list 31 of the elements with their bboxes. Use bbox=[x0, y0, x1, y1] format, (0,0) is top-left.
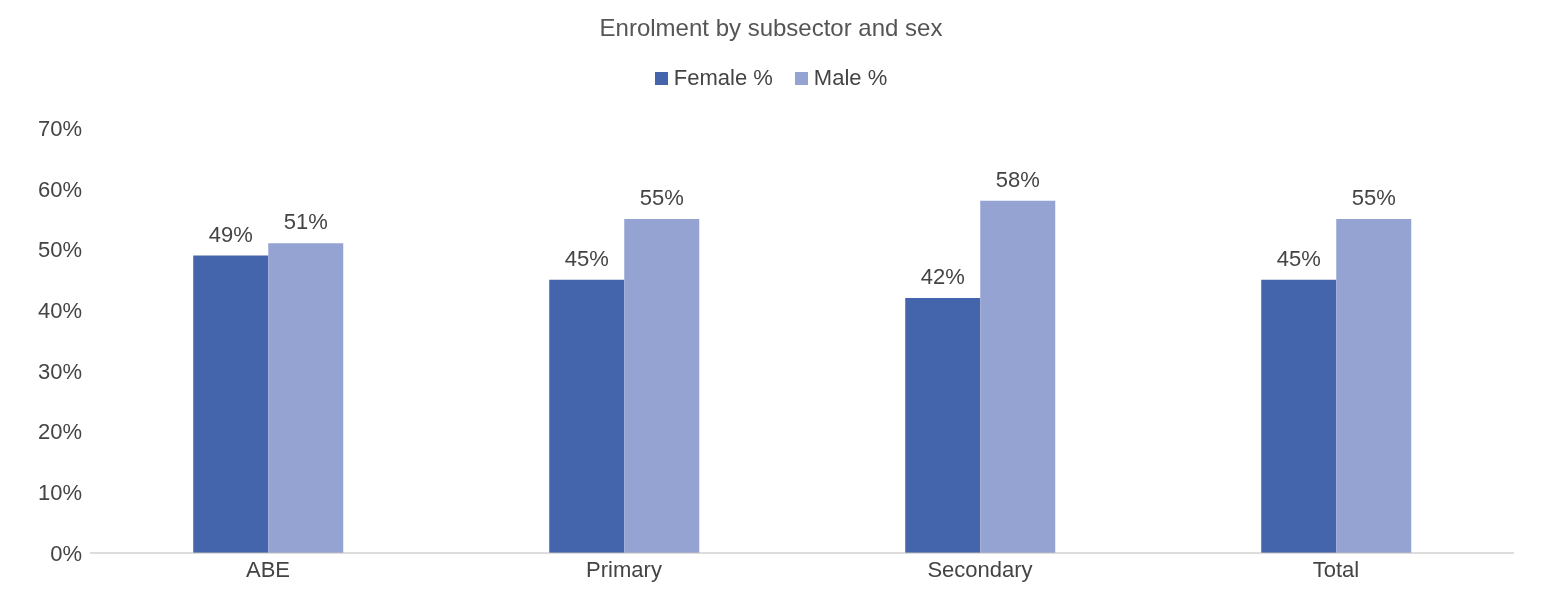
y-tick-label: 20% bbox=[37, 419, 82, 445]
data-label: 55% bbox=[639, 185, 684, 211]
bar bbox=[268, 243, 344, 553]
data-label: 55% bbox=[1351, 185, 1396, 211]
data-label: 45% bbox=[564, 245, 609, 271]
bar bbox=[980, 200, 1056, 553]
y-tick-label: 70% bbox=[37, 115, 82, 141]
y-tick-label: 0% bbox=[50, 540, 82, 566]
legend-label: Female % bbox=[673, 65, 773, 91]
bar bbox=[624, 219, 700, 553]
bar bbox=[1336, 219, 1412, 553]
data-label: 51% bbox=[283, 209, 328, 235]
data-label: 58% bbox=[995, 166, 1040, 192]
data-label: 42% bbox=[920, 264, 965, 289]
y-tick-label: 50% bbox=[37, 237, 82, 263]
chart-title: Enrolment by subsector and sex bbox=[598, 13, 944, 43]
x-tick-label: ABE bbox=[245, 556, 291, 582]
bar bbox=[193, 255, 269, 553]
data-label: 45% bbox=[1276, 245, 1321, 271]
y-tick-label: 40% bbox=[37, 297, 82, 323]
x-tick-label: Total bbox=[1312, 556, 1360, 582]
bar bbox=[905, 298, 981, 553]
x-tick-label: Primary bbox=[586, 556, 662, 582]
y-tick-label: 30% bbox=[37, 358, 82, 384]
bar bbox=[1261, 279, 1337, 553]
y-tick-label: 10% bbox=[37, 480, 82, 506]
x-tick-label: Secondary bbox=[927, 556, 1033, 582]
bar bbox=[549, 279, 625, 553]
legend-label: Male % bbox=[813, 65, 888, 91]
y-tick-label: 60% bbox=[37, 176, 82, 202]
data-label: 49% bbox=[208, 221, 253, 247]
